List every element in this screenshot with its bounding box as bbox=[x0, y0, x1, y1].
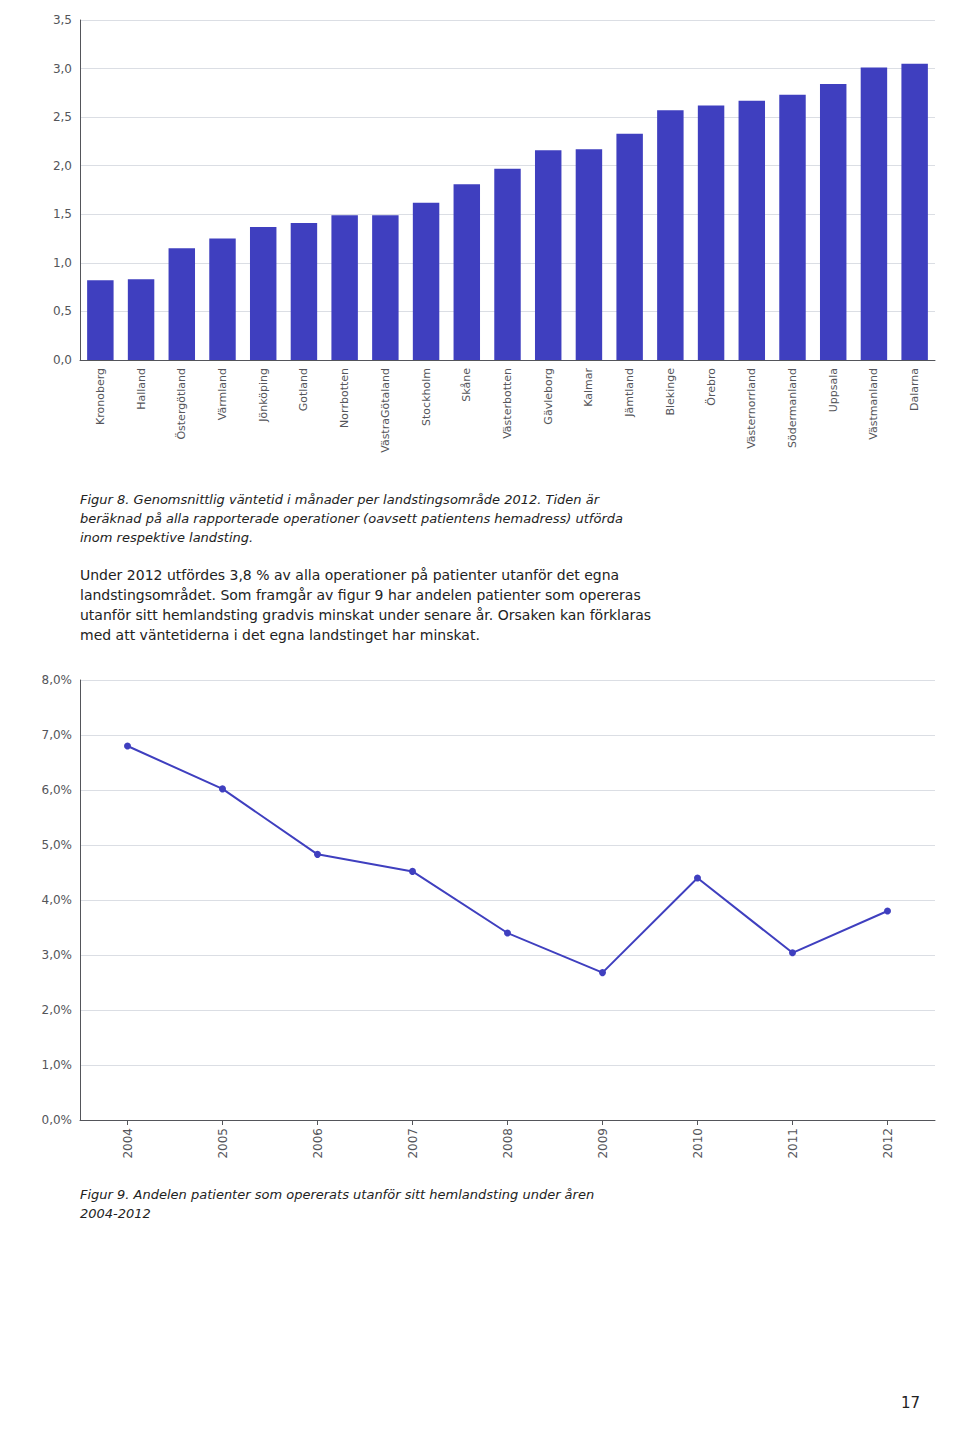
svg-text:Figur 8. Genomsnittlig vänteti: Figur 8. Genomsnittlig väntetid i månade… bbox=[80, 492, 601, 507]
svg-text:Halland: Halland bbox=[135, 368, 148, 410]
svg-text:8,0%: 8,0% bbox=[42, 673, 73, 687]
svg-text:2004-2012: 2004-2012 bbox=[80, 1206, 151, 1221]
svg-text:Under 2012 utfördes 3,8 % av a: Under 2012 utfördes 3,8 % av alla operat… bbox=[80, 567, 619, 583]
svg-text:2009: 2009 bbox=[596, 1128, 610, 1159]
svg-text:Östergötland: Östergötland bbox=[175, 368, 188, 440]
svg-text:Figur 9. Andelen patienter som: Figur 9. Andelen patienter som opererats… bbox=[80, 1187, 594, 1202]
svg-text:Jämtland: Jämtland bbox=[623, 368, 636, 418]
svg-text:3,5: 3,5 bbox=[53, 13, 72, 27]
svg-text:6,0%: 6,0% bbox=[42, 783, 73, 797]
svg-text:17: 17 bbox=[901, 1394, 920, 1412]
svg-text:med att väntetiderna i det egn: med att väntetiderna i det egna landstin… bbox=[80, 627, 480, 643]
svg-text:Blekinge: Blekinge bbox=[664, 368, 677, 416]
svg-text:5,0%: 5,0% bbox=[42, 838, 73, 852]
svg-text:2010: 2010 bbox=[691, 1128, 705, 1159]
svg-text:beräknad på alla rapporterade: beräknad på alla rapporterade operatione… bbox=[80, 511, 623, 526]
svg-text:VästraGötaland: VästraGötaland bbox=[379, 368, 392, 453]
svg-text:1,5: 1,5 bbox=[53, 207, 72, 221]
svg-text:Värmland: Värmland bbox=[216, 368, 229, 420]
svg-text:0,0%: 0,0% bbox=[42, 1113, 73, 1127]
svg-text:Västernorrland: Västernorrland bbox=[745, 368, 758, 449]
svg-text:0,5: 0,5 bbox=[53, 304, 72, 318]
svg-text:2004: 2004 bbox=[121, 1128, 135, 1159]
svg-text:inom respektive landsting.: inom respektive landsting. bbox=[80, 530, 253, 545]
svg-text:2,5: 2,5 bbox=[53, 110, 72, 124]
svg-text:Uppsala: Uppsala bbox=[827, 368, 840, 412]
svg-text:3,0: 3,0 bbox=[53, 62, 72, 76]
svg-text:2005: 2005 bbox=[216, 1128, 230, 1159]
svg-text:1,0%: 1,0% bbox=[42, 1058, 73, 1072]
svg-text:2011: 2011 bbox=[786, 1128, 800, 1159]
svg-text:Skåne: Skåne bbox=[460, 368, 473, 402]
svg-text:2006: 2006 bbox=[311, 1128, 325, 1159]
svg-text:2007: 2007 bbox=[406, 1128, 420, 1159]
svg-text:3,0%: 3,0% bbox=[42, 948, 73, 962]
svg-text:Kronoberg: Kronoberg bbox=[94, 368, 107, 425]
svg-text:landstingsområdet. Som framgår: landstingsområdet. Som framgår av figur … bbox=[80, 587, 641, 603]
svg-text:Gotland: Gotland bbox=[297, 368, 310, 411]
svg-text:utanför sitt hemlandsting grad: utanför sitt hemlandsting gradvis minska… bbox=[80, 607, 651, 623]
svg-text:2,0%: 2,0% bbox=[42, 1003, 73, 1017]
svg-text:0,0: 0,0 bbox=[53, 353, 72, 367]
svg-text:Norrbotten: Norrbotten bbox=[338, 368, 351, 428]
svg-text:Örebro: Örebro bbox=[705, 368, 718, 406]
svg-text:4,0%: 4,0% bbox=[42, 893, 73, 907]
svg-text:Stockholm: Stockholm bbox=[420, 368, 433, 426]
svg-text:Södermanland: Södermanland bbox=[786, 368, 799, 448]
svg-text:2,0: 2,0 bbox=[53, 159, 72, 173]
svg-text:Dalarna: Dalarna bbox=[908, 368, 921, 411]
svg-text:7,0%: 7,0% bbox=[42, 728, 73, 742]
svg-text:2012: 2012 bbox=[881, 1128, 895, 1159]
svg-text:1,0: 1,0 bbox=[53, 256, 72, 270]
svg-text:2008: 2008 bbox=[501, 1128, 515, 1159]
svg-text:Jönköping: Jönköping bbox=[257, 368, 270, 423]
svg-text:Västmanland: Västmanland bbox=[867, 368, 880, 440]
svg-text:Gävleborg: Gävleborg bbox=[542, 368, 555, 425]
svg-text:Kalmar: Kalmar bbox=[582, 368, 595, 407]
svg-text:Västerbotten: Västerbotten bbox=[501, 368, 514, 439]
